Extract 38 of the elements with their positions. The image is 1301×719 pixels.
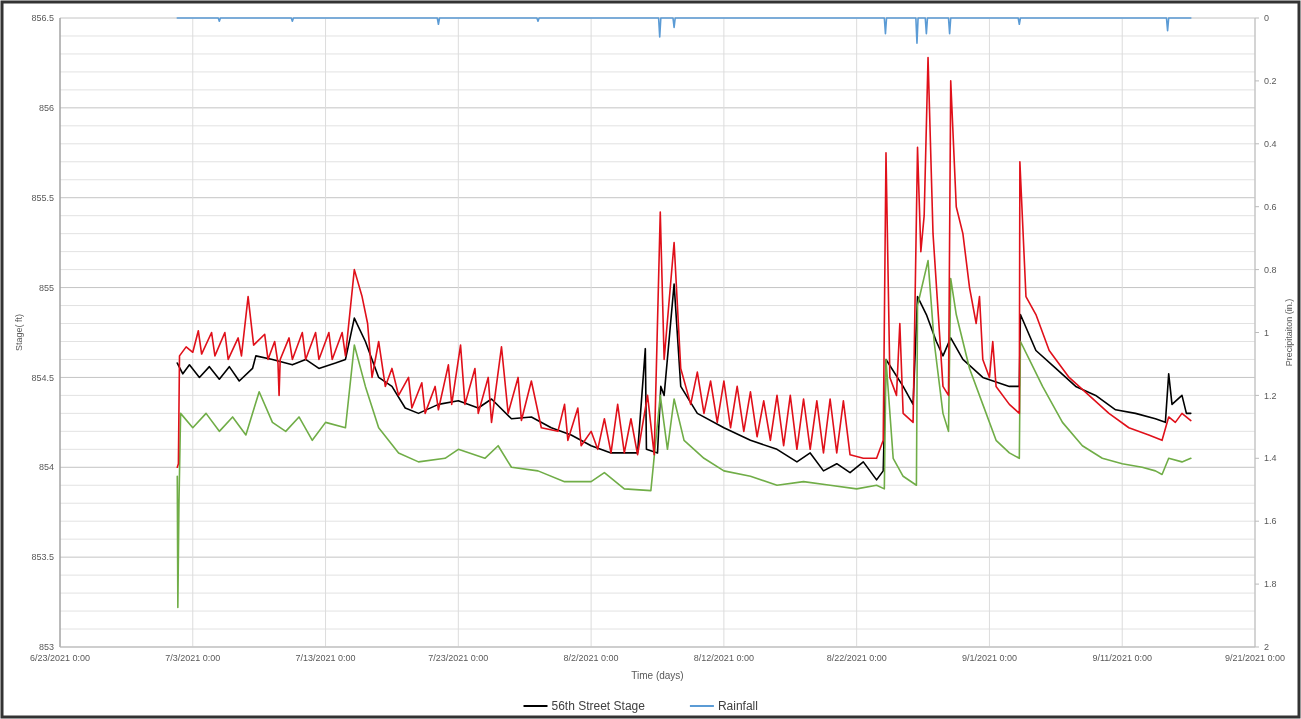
x-tick-label: 7/23/2021 0:00 xyxy=(428,653,489,663)
y-tick-label: 856.5 xyxy=(31,13,54,24)
x-tick-label: 9/1/2021 0:00 xyxy=(961,653,1017,663)
y2-tick-label: 1.4 xyxy=(1264,453,1277,464)
y-tick-label: 856 xyxy=(38,103,54,114)
x-tick-label: 6/23/2021 0:00 xyxy=(29,653,91,663)
line-series xyxy=(176,56,1192,469)
y2-tick-label: 0.2 xyxy=(1264,76,1277,87)
y-tick-label: 853.5 xyxy=(31,552,54,563)
y2-tick-label: 0.4 xyxy=(1264,138,1277,149)
y-tick-label: 855 xyxy=(38,282,54,293)
line-series xyxy=(176,17,1192,44)
y-tick-label: 853 xyxy=(38,642,54,653)
y-axis-title: Stage( ft) xyxy=(14,313,24,352)
x-tick-label: 7/3/2021 0:00 xyxy=(165,653,221,663)
y2-axis-title: Precipitaiton (in.) xyxy=(1284,298,1294,367)
x-axis-title: Time (days) xyxy=(631,670,684,681)
y2-tick-label: 0.6 xyxy=(1264,201,1277,212)
y2-tick-label: 0.8 xyxy=(1264,264,1277,275)
x-tick-label: 9/11/2021 0:00 xyxy=(1092,653,1152,663)
y2-tick-label: 1 xyxy=(1264,327,1270,338)
x-tick-label: 7/13/2021 0:00 xyxy=(295,653,356,663)
line-series xyxy=(176,259,1192,609)
x-tick-label: 8/12/2021 0:00 xyxy=(693,653,754,663)
y-tick-label: 854.5 xyxy=(31,372,54,383)
y2-tick-label: 0 xyxy=(1264,13,1270,24)
legend-label: 56th Street Stage xyxy=(551,699,646,714)
x-tick-label: 8/2/2021 0:00 xyxy=(563,653,619,663)
line-series xyxy=(176,283,1192,481)
y-tick-label: 854 xyxy=(38,462,54,473)
y2-tick-label: 1.6 xyxy=(1264,516,1277,527)
legend-label: Rainfall xyxy=(717,699,758,714)
y2-tick-label: 1.8 xyxy=(1264,579,1277,590)
y2-tick-label: 2 xyxy=(1264,642,1270,653)
x-tick-label: 8/22/2021 0:00 xyxy=(826,653,887,663)
y-tick-label: 855.5 xyxy=(31,192,54,203)
y2-tick-label: 1.2 xyxy=(1264,390,1277,401)
x-tick-label: 9/21/2021 0:00 xyxy=(1224,653,1286,663)
